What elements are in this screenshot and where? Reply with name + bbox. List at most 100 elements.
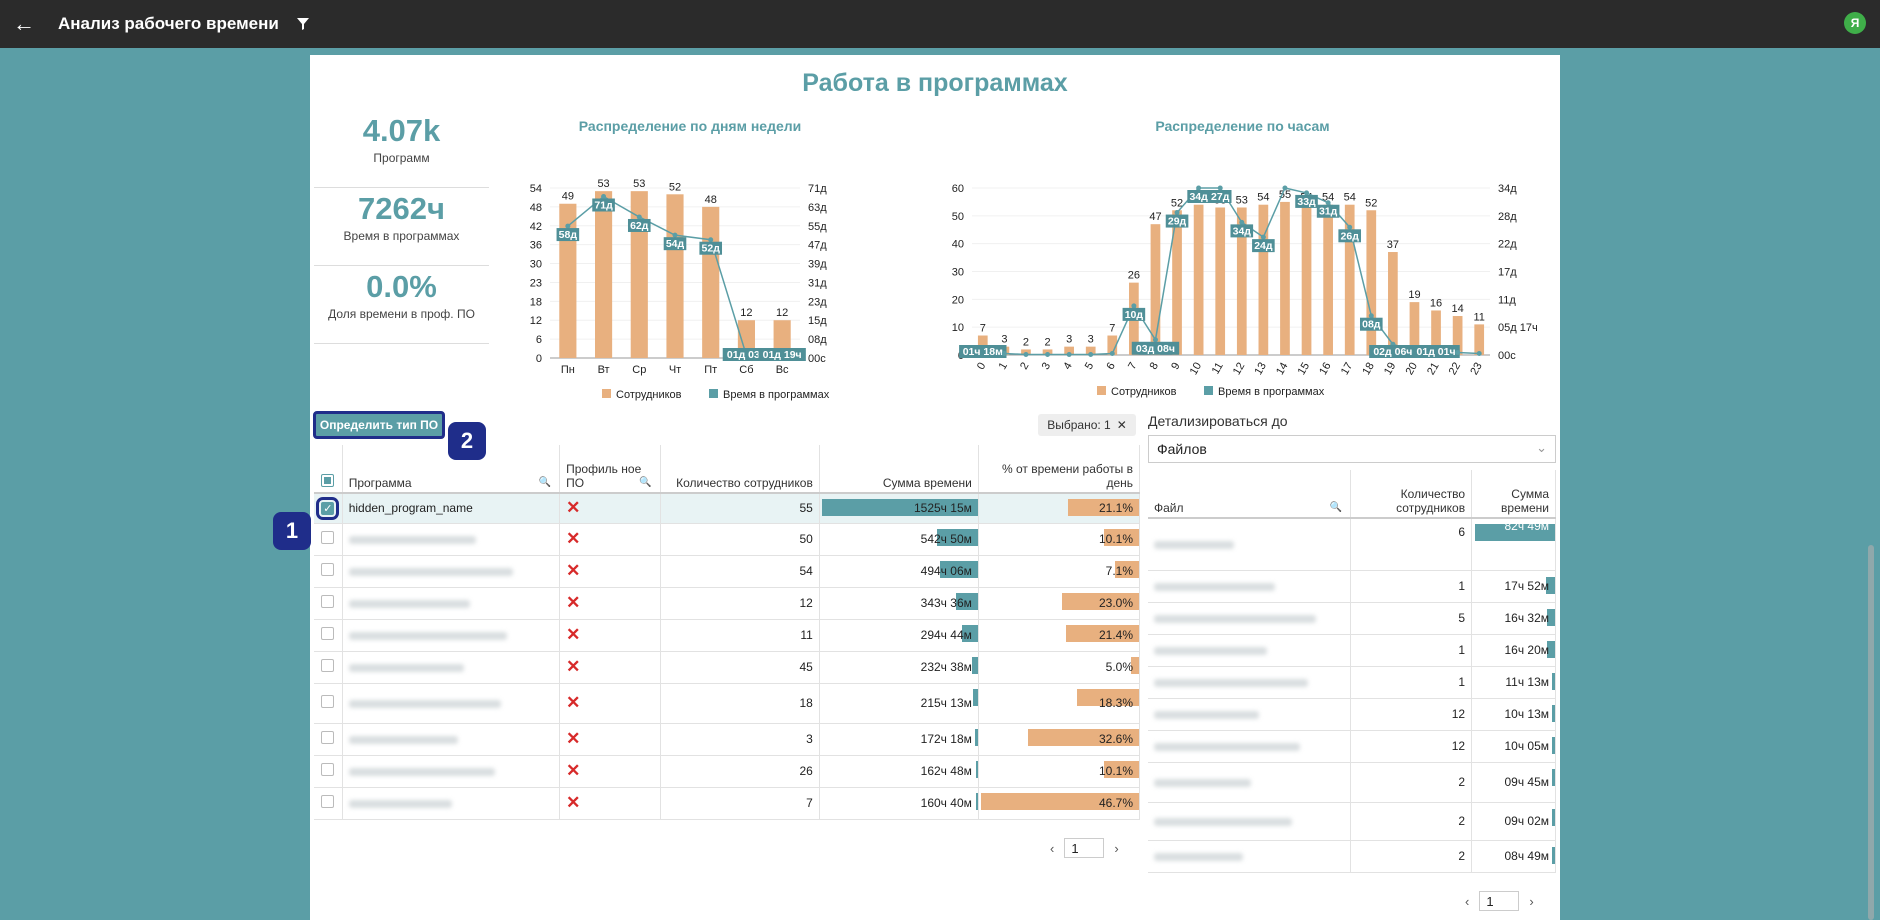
search-icon[interactable]: 🔍 (639, 477, 652, 488)
selected-count-chip[interactable]: Выбрано: 1 ✕ (1038, 414, 1136, 436)
time-point (1455, 350, 1461, 356)
row-checkbox[interactable] (321, 659, 335, 672)
time-point (1131, 303, 1137, 309)
table-row[interactable]: 1 11ч 13м (1148, 666, 1556, 699)
table-row[interactable]: 2 09ч 02м (1148, 802, 1556, 841)
table-row[interactable]: 12 10ч 05м (1148, 730, 1556, 763)
prev-page-icon[interactable]: ‹ (1050, 840, 1055, 856)
program-name: hidden_program_name (348, 501, 473, 516)
no-icon: ✕ (566, 593, 581, 612)
bar-value-label: 47 (1149, 211, 1161, 223)
time-pct: 21.4% (1098, 628, 1133, 642)
next-page-icon[interactable]: › (1529, 893, 1534, 909)
bar-value-label: 53 (633, 178, 645, 190)
time-bar (956, 592, 978, 610)
table-row[interactable]: ✕ 12 343ч 36м 23.0% (314, 587, 1141, 620)
search-icon[interactable]: 🔍 (538, 477, 552, 488)
prev-page-icon[interactable]: ‹ (1465, 893, 1470, 909)
chart-title: Распределение по часам (1155, 118, 1329, 134)
table-row[interactable]: ✕ 26 162ч 48м 10.1% (314, 755, 1141, 788)
programs-pager: ‹ 1 › (1050, 838, 1119, 858)
row-checkbox[interactable] (321, 763, 335, 776)
detail-count: 5 (1458, 611, 1466, 625)
bar (1344, 204, 1355, 355)
time-bar (975, 792, 978, 810)
row-checkbox[interactable] (321, 795, 335, 808)
row-checkbox[interactable] (321, 731, 335, 744)
col-count[interactable]: Количество сотрудников (660, 445, 820, 494)
select-all-header[interactable] (314, 445, 343, 494)
define-type-button[interactable]: Определить тип ПО (313, 411, 445, 439)
table-row[interactable]: ✕ 3 172ч 18м 32.6% (314, 723, 1141, 756)
detail-select[interactable]: Файлов ⌄ (1148, 435, 1556, 463)
back-arrow-icon[interactable]: ← (13, 11, 35, 36)
table-row[interactable]: ✕ 50 542ч 50м 10.1% (314, 523, 1141, 556)
table-row[interactable]: 1 17ч 52м (1148, 570, 1556, 603)
kpi-label: Программ (373, 151, 430, 165)
row-checkbox[interactable] (321, 595, 335, 608)
bar-value-label: 11 (1473, 311, 1484, 323)
detail-time: 09ч 02м (1504, 814, 1549, 828)
row-checkbox[interactable] (321, 563, 335, 576)
time-point (1045, 352, 1051, 358)
detail-time-bar (1552, 768, 1555, 786)
bar-value-label: 3 (1066, 334, 1072, 346)
col-pct[interactable]: % от времени работы в день (978, 445, 1141, 494)
time-point (1347, 224, 1353, 230)
page-input[interactable]: 1 (1479, 891, 1520, 911)
y2-tick-label: 55д (808, 221, 827, 233)
kpi-label: Время в программах (343, 229, 460, 243)
select-all-checkbox[interactable] (321, 474, 335, 487)
table-row[interactable]: ✓ hidden_program_name ✕ 55 1525ч 15м 21.… (314, 493, 1141, 524)
table-row[interactable]: ✕ 54 494ч 06м 7.1% (314, 555, 1141, 588)
employee-count: 7 (806, 796, 813, 810)
time-point (1196, 185, 1202, 191)
x-tick-label: 17 (1339, 361, 1356, 378)
col-profile[interactable]: Профиль ное ПО 🔍 (559, 445, 661, 494)
pct-bar (1067, 499, 1139, 516)
scrollbar[interactable] (1868, 545, 1874, 920)
table-row[interactable]: 12 10ч 13м (1148, 698, 1556, 731)
table-row[interactable]: ✕ 7 160ч 40м 46.7% (314, 787, 1141, 820)
employee-count: 3 (806, 732, 813, 746)
time-sum: 343ч 36м (920, 596, 972, 610)
employee-count: 45 (799, 660, 813, 674)
col-time[interactable]: Сумма времени (819, 445, 979, 494)
col-detail-time[interactable]: Сумма времени (1471, 470, 1556, 519)
time-label-bg (1187, 190, 1210, 203)
bar-value-label: 16 (1430, 297, 1442, 309)
table-row[interactable]: ✕ 11 294ч 44м 21.4% (314, 619, 1141, 652)
col-program[interactable]: Программа 🔍 (342, 445, 561, 494)
col-file[interactable]: Файл 🔍 (1148, 470, 1352, 519)
table-row[interactable]: 2 08ч 49м (1148, 840, 1556, 873)
y-tick-label: 50 (952, 211, 964, 223)
avatar[interactable]: Я (1844, 12, 1866, 34)
kpi-value: 7262ч (358, 191, 445, 226)
row-checkbox[interactable]: ✓ (316, 497, 340, 521)
col-detail-count[interactable]: Количество сотрудников (1350, 470, 1473, 519)
row-checkbox[interactable] (321, 627, 335, 640)
time-bar (973, 688, 978, 706)
time-label: 01д 19ч (763, 349, 802, 361)
y-tick-label: 18 (530, 296, 542, 308)
legend-swatch-employees (602, 389, 611, 398)
detail-time: 16ч 32м (1504, 611, 1549, 625)
x-tick-label: Пн (561, 364, 575, 376)
next-page-icon[interactable]: › (1114, 840, 1119, 856)
table-row[interactable]: ✕ 18 215ч 13м 18.3% (314, 683, 1141, 724)
table-row[interactable]: 2 09ч 45м (1148, 762, 1556, 803)
table-row[interactable]: ✕ 45 232ч 38м 5.0% (314, 651, 1141, 684)
selected-count: Выбрано: 1 (1047, 418, 1111, 432)
row-checkbox[interactable] (321, 695, 335, 708)
search-icon[interactable]: 🔍 (1329, 502, 1343, 513)
table-row[interactable]: 1 16ч 20м (1148, 634, 1556, 667)
close-icon[interactable]: ✕ (1116, 418, 1127, 432)
table-row[interactable]: 5 16ч 32м (1148, 602, 1556, 635)
filter-icon[interactable] (296, 18, 309, 30)
legend-time: Время в программах (1218, 386, 1325, 398)
page-input[interactable]: 1 (1064, 838, 1105, 858)
detail-count: 6 (1458, 525, 1466, 539)
time-point (1109, 351, 1115, 357)
row-checkbox[interactable] (321, 531, 335, 544)
table-row[interactable]: 6 82ч 49м (1148, 518, 1556, 571)
